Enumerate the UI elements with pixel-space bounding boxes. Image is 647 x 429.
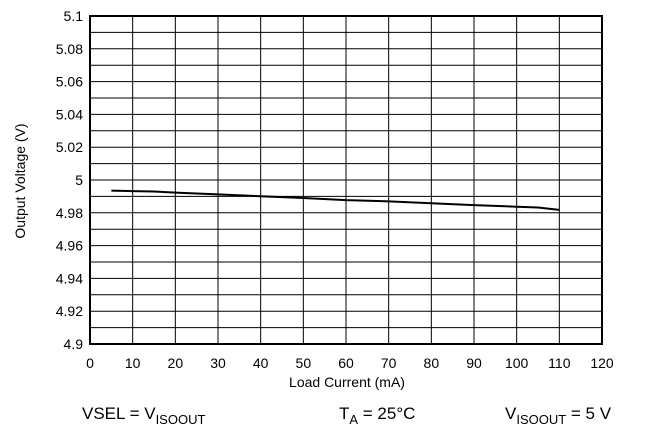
y-tick-label: 5 — [75, 172, 83, 188]
y-tick-labels: 4.9 4.92 4.94 4.96 4.98 5 5.02 5.04 5.06 5.08 5.1 — [56, 8, 83, 352]
x-tick-label: 110 — [548, 355, 571, 371]
y-tick-label: 4.96 — [56, 238, 83, 254]
x-tick-label: 60 — [338, 355, 354, 371]
x-tick-label: 120 — [590, 355, 614, 371]
x-tick-label: 20 — [168, 355, 184, 371]
x-tick-labels: 0 10 20 30 40 50 60 70 80 90 100 110 120 — [86, 355, 614, 371]
x-tick-label: 0 — [86, 355, 94, 371]
x-tick-label: 100 — [505, 355, 529, 371]
y-tick-label: 5.08 — [56, 41, 83, 57]
plot-frame — [89, 15, 603, 345]
condition-ta-main: T — [339, 404, 349, 423]
condition-vsel-main: VSEL = V — [82, 404, 156, 423]
x-tick-label: 80 — [424, 355, 440, 371]
y-axis-label: Output Voltage (V) — [12, 123, 28, 238]
series-line — [111, 189, 560, 211]
y-tick-label: 5.1 — [64, 8, 84, 24]
x-tick-label: 50 — [296, 355, 312, 371]
grid — [89, 15, 603, 345]
x-tick-label: 70 — [381, 355, 397, 371]
y-tick-label: 4.9 — [64, 336, 84, 352]
y-tick-label: 4.98 — [56, 205, 83, 221]
y-tick-label: 5.02 — [56, 139, 83, 155]
condition-ta-tail: = 25°C — [358, 404, 415, 423]
x-tick-label: 90 — [466, 355, 482, 371]
condition-vsel: VSEL = VISOOUT — [82, 404, 205, 427]
x-tick-label: 10 — [125, 355, 141, 371]
y-tick-label: 4.92 — [56, 303, 83, 319]
condition-vsel-sub: ISOOUT — [156, 412, 206, 427]
y-tick-label: 5.06 — [56, 74, 83, 90]
y-tick-label: 5.04 — [56, 106, 83, 122]
y-tick-label: 4.94 — [56, 270, 83, 286]
condition-vout-tail: = 5 V — [566, 404, 612, 423]
condition-vout-main: V — [505, 404, 517, 423]
condition-ta-sub: A — [349, 412, 358, 427]
x-tick-label: 40 — [253, 355, 269, 371]
condition-ta: TA = 25°C — [339, 404, 415, 427]
condition-vout: VISOOUT = 5 V — [505, 404, 612, 427]
condition-vout-sub: ISOOUT — [516, 412, 566, 427]
x-axis-label: Load Current (mA) — [289, 374, 405, 390]
series-group — [111, 189, 560, 211]
x-tick-label: 30 — [210, 355, 226, 371]
